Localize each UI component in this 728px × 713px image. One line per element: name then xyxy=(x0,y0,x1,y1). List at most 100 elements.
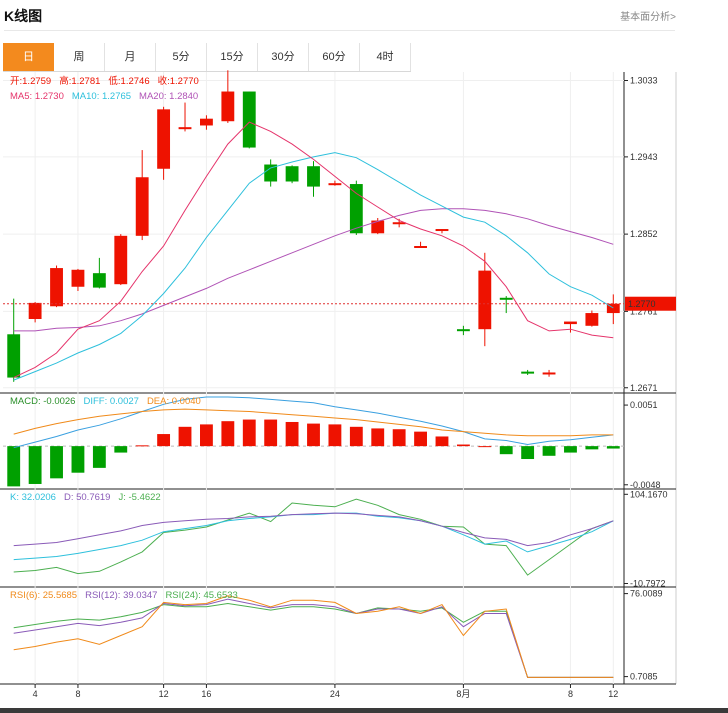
tab-month[interactable]: 月 xyxy=(105,43,156,71)
macd-bar xyxy=(585,446,599,450)
macd-bar xyxy=(92,446,106,468)
ohlc-legend-value: 1.2770 xyxy=(170,76,199,87)
x-tick-label: 8 xyxy=(568,689,573,699)
tab-week[interactable]: 周 xyxy=(54,43,105,71)
ohlc-legend-label: 高: xyxy=(59,75,71,87)
ma-legend-label: MA10: xyxy=(72,91,102,102)
candle-body xyxy=(435,229,449,232)
kdj-legend-value: -5.4622 xyxy=(128,492,160,503)
analysis-link[interactable]: 基本面分析> xyxy=(620,12,676,23)
candle-body xyxy=(200,118,213,126)
ohlc-legend-value: 1.2746 xyxy=(121,76,150,87)
ohlc-legend-label: 收: xyxy=(158,75,170,87)
macd-bar xyxy=(71,446,85,473)
candle-body xyxy=(28,302,42,320)
macd-bar xyxy=(178,426,192,447)
d-line xyxy=(13,512,614,547)
rsi12-line xyxy=(13,598,614,678)
period-tabs: 日 周 月 5分 15分 30分 60分 4时 xyxy=(3,43,411,72)
kdj-legend-value: 32.0206 xyxy=(22,492,56,503)
macd-bar xyxy=(50,446,63,479)
candle-body xyxy=(414,246,427,249)
macd-bar xyxy=(499,446,513,455)
j-line xyxy=(13,498,614,576)
macd-bar xyxy=(521,446,535,460)
ma5-line xyxy=(13,121,614,379)
rsi-legend-label: RSI(24): xyxy=(165,590,203,601)
macd-bar xyxy=(200,424,213,447)
macd-bar xyxy=(542,446,556,456)
candle-body xyxy=(264,164,278,182)
candle-body xyxy=(371,220,385,234)
ma-legend: MA5: 1.2730 MA10: 1.2765 MA20: 1.2840 xyxy=(10,91,198,102)
macd-bar xyxy=(456,444,470,447)
macd-bar xyxy=(157,434,171,447)
kdj-legend-label: K: xyxy=(10,492,22,503)
ma-legend-value: 1.2730 xyxy=(35,91,64,102)
tab-60min[interactable]: 60分 xyxy=(309,43,360,71)
kdj-legend: K: 32.0206 D: 50.7619 J: -5.4622 xyxy=(10,492,161,503)
y-tick-label: 104.1670 xyxy=(630,489,668,499)
ohlc-legend-label: 开: xyxy=(10,76,22,87)
candle-body xyxy=(307,166,320,187)
ma10-line xyxy=(13,152,614,381)
y-tick-label: 0.7085 xyxy=(630,672,658,682)
candle-body xyxy=(285,166,299,182)
rsi-legend-value: 39.0347 xyxy=(123,590,157,601)
macd-legend-label: DIFF: xyxy=(83,396,109,407)
y-tick-label: 1.3033 xyxy=(630,75,658,85)
ohlc-legend: 开:1.2759 高:1.2781 低:1.2746 收:1.2770 xyxy=(10,75,199,87)
dea-line xyxy=(13,408,614,437)
candle-body xyxy=(50,268,63,307)
macd-bar xyxy=(221,421,235,447)
k-line xyxy=(13,512,614,561)
candle-body xyxy=(521,371,535,374)
y-tick-label: -10.7972 xyxy=(630,579,666,589)
page-title: K线图 xyxy=(4,8,43,24)
candle-body xyxy=(392,222,406,225)
macd-bar xyxy=(242,419,256,447)
macd-bar xyxy=(478,446,492,448)
macd-legend-value: 0.0027 xyxy=(110,396,139,407)
tab-day[interactable]: 日 xyxy=(3,43,54,71)
kdj-legend-label: D: xyxy=(64,492,76,503)
kdj-legend-label: J: xyxy=(118,492,128,503)
macd-bar xyxy=(328,424,342,447)
candle-body xyxy=(221,91,235,122)
macd-bar xyxy=(371,428,385,447)
macd-bar xyxy=(135,445,149,447)
x-tick-label: 12 xyxy=(608,689,618,699)
x-tick-label: 12 xyxy=(159,689,169,699)
ma-legend-value: 1.2765 xyxy=(102,91,131,102)
y-tick-label: 1.2943 xyxy=(630,152,658,162)
tab-5min[interactable]: 5分 xyxy=(156,43,207,71)
diff-line xyxy=(13,396,614,449)
macd-bar xyxy=(114,446,128,453)
candle-body xyxy=(585,313,599,326)
x-tick-label: 8月 xyxy=(456,689,470,699)
macd-bar xyxy=(349,426,363,447)
candle-body xyxy=(456,329,470,332)
ohlc-legend-label: 低: xyxy=(108,75,120,87)
x-tick-label: 16 xyxy=(201,689,211,699)
y-tick-label: -0.0048 xyxy=(630,480,661,490)
macd-bar xyxy=(414,431,427,447)
rsi-legend-value: 45.6533 xyxy=(203,590,237,601)
candle-body xyxy=(92,273,106,288)
ohlc-legend-value: 1.2759 xyxy=(22,76,51,87)
y-tick-label: 1.2761 xyxy=(630,306,658,316)
y-tick-label: 1.2852 xyxy=(630,229,658,239)
tab-4hour[interactable]: 4时 xyxy=(360,43,411,71)
candle-body xyxy=(157,109,171,169)
kdj-legend-value: 50.7619 xyxy=(76,492,110,503)
header-divider xyxy=(4,30,675,31)
tab-15min[interactable]: 15分 xyxy=(207,43,258,71)
macd-legend-value: -0.0026 xyxy=(43,396,75,407)
candle-body xyxy=(114,235,128,285)
macd-legend-label: DEA: xyxy=(147,396,172,407)
ma-legend-value: 1.2840 xyxy=(169,91,198,102)
y-tick-label: 1.2671 xyxy=(630,383,658,393)
tab-30min[interactable]: 30分 xyxy=(258,43,309,71)
macd-bar xyxy=(564,446,577,453)
